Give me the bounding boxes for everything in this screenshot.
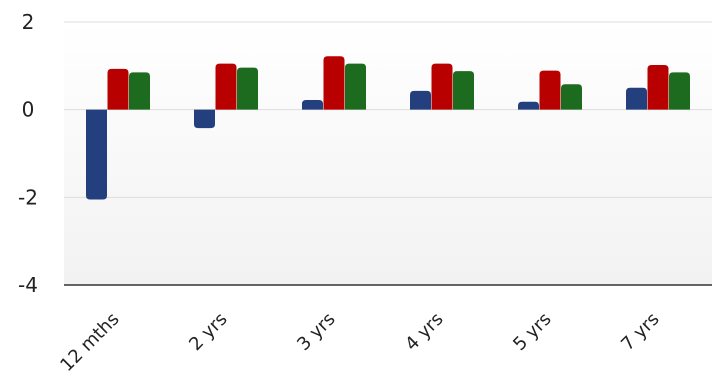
bars [86,56,690,200]
x-tick-label: 12 mths [56,309,123,376]
bar-series1-0 [86,109,107,200]
bar-series3-2 [345,63,366,110]
bar-series2-1 [215,63,237,110]
bar-series1-4 [518,101,539,110]
y-tick-label: 2 [22,10,35,34]
bar-series3-1 [237,67,258,110]
bar-series2-0 [107,68,129,110]
y-tick-label: -2 [18,185,38,209]
plot-area [64,22,712,285]
bar-series3-0 [129,72,150,110]
bar-series1-2 [302,100,323,110]
y-tick-label: 0 [22,98,35,122]
bar-series1-1 [194,109,215,129]
bar-series3-5 [669,72,690,110]
bar-series1-3 [410,90,431,110]
bar-series2-2 [323,56,345,110]
grid-lines [64,21,712,198]
bar-series2-5 [647,64,669,110]
y-tick-label: -4 [18,273,38,297]
bar-series3-3 [453,71,474,110]
x-tick-label: 2 yrs [185,309,231,355]
bar-series2-3 [431,63,453,110]
bar-series3-4 [561,84,582,110]
bar-series2-4 [539,70,561,110]
x-tick-label: 3 yrs [293,309,339,355]
x-tick-label: 5 yrs [509,309,555,355]
x-tick-label: 4 yrs [401,309,447,355]
x-tick-label: 7 yrs [617,309,663,355]
bar-series1-5 [626,87,647,110]
